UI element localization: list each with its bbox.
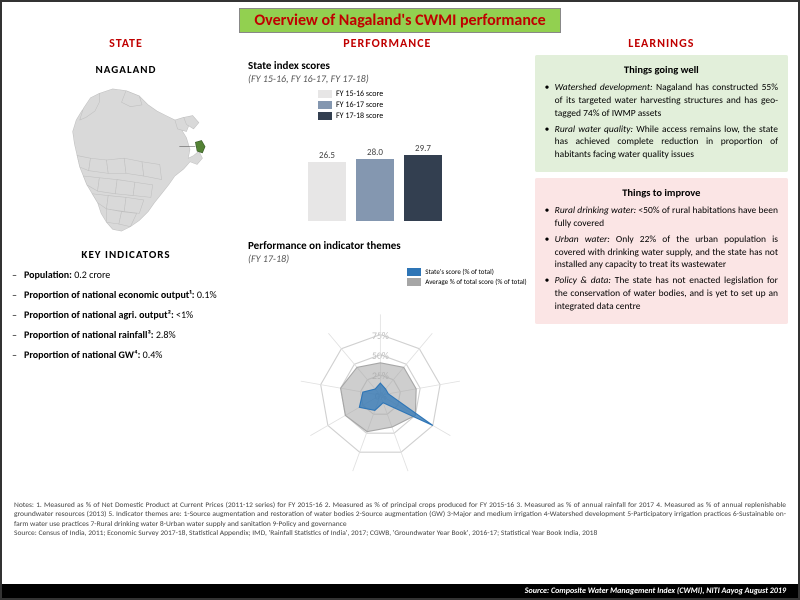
performance-header: PERFORMANCE xyxy=(248,37,527,51)
key-indicator-row: –Proportion of national rainfall³: 2.8% xyxy=(12,327,240,342)
bar: 28.0 xyxy=(356,159,394,221)
title-bar: Overview of Nagaland's CWMI performance xyxy=(2,2,798,37)
sources-line: Source: Census of India, 2011; Economic … xyxy=(14,529,597,538)
bad-item: Urban water: Only 22% of the urban popul… xyxy=(545,233,778,271)
bad-box: Things to improve Rural drinking water: … xyxy=(535,178,788,324)
index-chart-title: State index scores xyxy=(248,59,527,72)
main-columns: STATE NAGALAND xyxy=(2,37,798,497)
legend-row: FY 16-17 score xyxy=(318,100,383,110)
legend-row: FY 15-16 score xyxy=(318,89,383,99)
radar-chart: State's score (% of total) Average % of … xyxy=(248,267,527,432)
bar-chart: FY 15-16 scoreFY 16-17 scoreFY 17-18 sco… xyxy=(248,87,527,235)
legend-row: FY 17-18 score xyxy=(318,111,383,121)
performance-column: PERFORMANCE State index scores (FY 15-16… xyxy=(248,37,527,497)
key-indicator-row: –Proportion of national economic output¹… xyxy=(12,287,240,302)
learnings-column: LEARNINGS Things going well Watershed de… xyxy=(535,37,788,497)
bad-item: Rural drinking water: <50% of rural habi… xyxy=(545,204,778,230)
state-header: STATE xyxy=(12,37,240,51)
radar-avg-swatch xyxy=(407,278,421,286)
key-indicator-row: –Proportion of national agri. output²: <… xyxy=(12,307,240,322)
page-title: Overview of Nagaland's CWMI performance xyxy=(239,8,560,33)
notes-text: Notes: 1. Measured as % of Net Domestic … xyxy=(14,501,786,529)
radar-svg: 25%50%75%0% xyxy=(248,267,527,504)
radar-legend-state: State's score (% of total) xyxy=(425,267,494,276)
state-name: NAGALAND xyxy=(12,63,240,76)
good-title: Things going well xyxy=(545,63,778,77)
source-bar: Source: Composite Water Management Index… xyxy=(2,584,798,598)
state-column: STATE NAGALAND xyxy=(12,37,240,497)
bad-title: Things to improve xyxy=(545,186,778,200)
radar-legend: State's score (% of total) Average % of … xyxy=(407,267,526,287)
key-indicator-row: –Proportion of national GW⁴: 0.4% xyxy=(12,347,240,362)
bad-item: Policy & data: The state has not enacted… xyxy=(545,274,778,312)
index-chart-subtitle: (FY 15-16, FY 16-17, FY 17-18) xyxy=(248,72,527,85)
learnings-header: LEARNINGS xyxy=(535,37,788,51)
radar-chart-subtitle: (FY 17-18) xyxy=(248,252,527,265)
bars-container: 26.5 28.0 29.7 xyxy=(308,143,442,221)
map-svg xyxy=(12,80,240,240)
bar: 29.7 xyxy=(404,155,442,221)
bar: 26.5 xyxy=(308,162,346,221)
bad-list: Rural drinking water: <50% of rural habi… xyxy=(545,204,778,313)
india-map xyxy=(12,80,240,240)
key-indicator-row: –Population: 0.2 crore xyxy=(12,267,240,282)
key-indicators-list: –Population: 0.2 crore –Proportion of nat… xyxy=(12,267,240,367)
radar-chart-title: Performance on indicator themes xyxy=(248,239,527,252)
bar-legend: FY 15-16 scoreFY 16-17 scoreFY 17-18 sco… xyxy=(318,89,383,122)
good-list: Watershed development: Nagaland has cons… xyxy=(545,81,778,161)
good-box: Things going well Watershed development:… xyxy=(535,55,788,172)
good-item: Watershed development: Nagaland has cons… xyxy=(545,81,778,119)
radar-state-swatch xyxy=(407,268,421,276)
good-item: Rural water quality: While access remain… xyxy=(545,123,778,161)
radar-legend-avg: Average % of total score (% of total) xyxy=(425,277,526,286)
key-indicators-title: KEY INDICATORS xyxy=(12,248,240,261)
